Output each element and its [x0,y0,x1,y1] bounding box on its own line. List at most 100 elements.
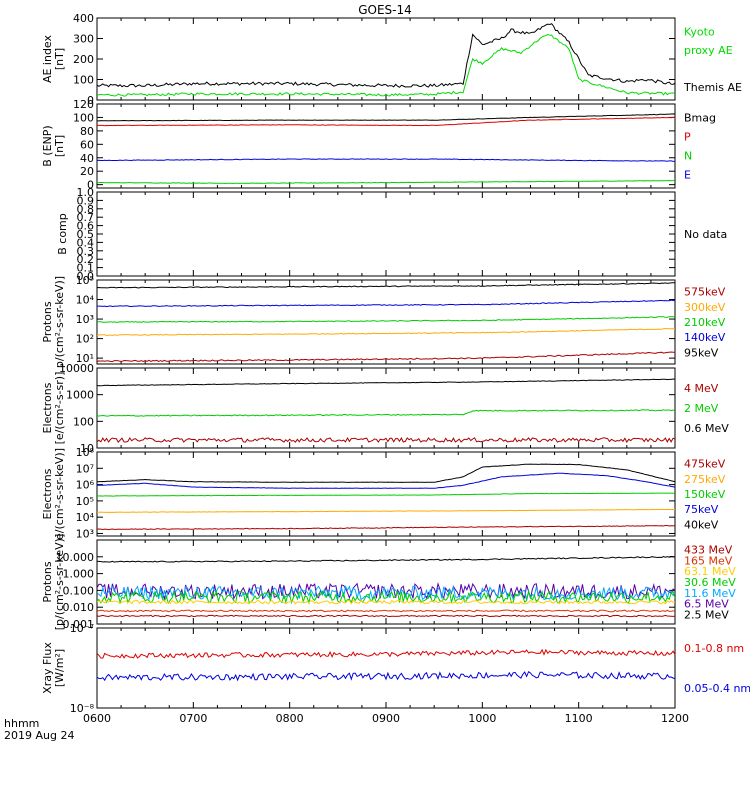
series-line [97,113,675,122]
y-tick-label: 10000 [59,362,94,375]
series-line [97,33,675,97]
panel-protons_low: 10¹ 10² 10³ 10⁴ 10⁵ Protons p/(cm²-s-sr-keV)] 5… [41,274,726,368]
legend-entry: proxy AE [684,44,733,57]
series-line [97,508,675,513]
y-tick-label: 10⁵ [76,274,94,287]
series-line [97,23,675,88]
y-tick-label: 10⁻⁷ [70,622,94,635]
legend-entry: 300keV [684,301,726,314]
legend-entry: 275keV [684,473,726,486]
y-tick-label: 1.0 [77,186,95,199]
y-tick-label: 10⁵ [76,495,94,508]
x-tick-label: 0800 [276,712,304,725]
legend-entry: Kyoto [684,25,715,38]
y-tick-label: 0.010 [63,601,95,614]
series-line [97,299,675,308]
panel-ae: 0 100 200 300 400 AE index [nT] Kyoto proxy AE Th… [41,12,742,107]
y-tick-label: 0.6 [77,220,95,233]
series-line [97,378,675,387]
y-axis-label: B comp [56,213,69,255]
y-tick-label: 0.5 [77,228,95,241]
y-tick-label: 0 [87,179,94,192]
footer-date: 2019 Aug 24 [4,729,74,742]
y-axis-label: [nT] [53,135,66,157]
y-tick-label: 0.100 [63,584,95,597]
y-axis-label: Protons [41,301,54,342]
y-tick-label: 60 [80,138,94,151]
y-tick-label: 100 [73,74,94,87]
y-tick-label: 20 [80,165,94,178]
legend-entry: 63.1 MeV [684,565,736,578]
y-tick-label: 200 [73,53,94,66]
legend-entry: 95keV [684,346,719,359]
legend-entry: 475keV [684,458,726,471]
y-tick-label: 10⁶ [76,479,95,492]
series-line [97,599,675,605]
legend-entry: 2.5 MeV [684,609,729,622]
legend-entry: No data [684,228,727,241]
y-tick-label: 0.1 [77,262,95,275]
y-tick-label: 0.7 [77,211,95,224]
y-tick-label: 0.9 [77,194,95,207]
x-tick-label: 0900 [372,712,400,725]
series-line [97,472,675,489]
series-line [97,328,675,337]
y-axis-label: [nT] [53,48,66,70]
series-line [97,436,675,444]
y-tick-label: 300 [73,33,94,46]
y-axis-label: [W/m²] [53,649,66,687]
legend-entry: 210keV [684,316,726,329]
y-tick-label: 10³ [76,313,94,326]
y-tick-label: 100 [73,415,94,428]
y-axis-label: B (ENP) [41,125,54,166]
series-line [97,609,675,613]
legend-entry: Themis AE [683,81,742,94]
series-line [97,282,675,289]
panel-frame [96,451,676,537]
series-line [97,492,675,497]
panel-frame [96,103,676,189]
legend-entry: 2 MeV [684,402,719,415]
y-tick-label: 10¹ [76,352,94,365]
y-tick-label: 0.4 [77,236,95,249]
series-line [97,116,675,127]
y-tick-label: 80 [80,125,94,138]
series-line [97,351,675,363]
panel-xray: 10⁻⁸ 10⁻⁷ Xray Flux [W/m²] 0.1-0.8 nm 0.05-0.… [41,622,750,715]
y-tick-label: 10⁸ [76,446,95,459]
y-tick-label: 10² [76,333,94,346]
legend-entry: 75keV [684,503,719,516]
y-tick-label: 10 [80,442,94,455]
legend-entry: 11.6 MeV [684,587,736,600]
series-line [97,670,675,682]
y-tick-label: 100 [73,111,94,124]
y-axis-label: e/(cm²-s-sr-keV)] [53,448,66,540]
y-tick-label: 1000 [66,389,94,402]
legend-entry: 30.6 MeV [684,576,736,589]
legend-entry: N [684,150,692,163]
panel-electrons_diff: 10³ 10⁴ 10⁵ 10⁶ 10⁷ 10⁸ Electrons e/(cm²-s-sr-k… [41,446,726,540]
y-tick-label: 10⁷ [76,462,94,475]
series-line [97,614,675,618]
footer-hhmm: hhmm [4,717,39,730]
y-tick-label: 10⁴ [76,294,95,307]
legend-entry: E [684,169,691,182]
panel-frame [96,627,676,709]
series-line [97,409,675,417]
legend-entry: Bmag [684,112,716,125]
y-axis-label: Protons [41,561,54,602]
series-line [97,463,675,483]
y-axis-label: [e/(cm²-s-sr)] [53,372,66,445]
legend-entry: 140keV [684,331,726,344]
y-tick-label: 0.3 [77,245,95,258]
y-tick-label: 0.8 [77,203,95,216]
panel-frame [96,191,676,277]
y-tick-label: 10⁻⁸ [70,702,95,715]
y-tick-label: 10³ [76,527,94,540]
y-axis-label: p/(cm²-s-sr-keV)] [53,276,66,368]
series-line [97,589,675,605]
legend-entry: 40keV [684,518,719,531]
legend-entry: 0.1-0.8 nm [684,642,744,655]
